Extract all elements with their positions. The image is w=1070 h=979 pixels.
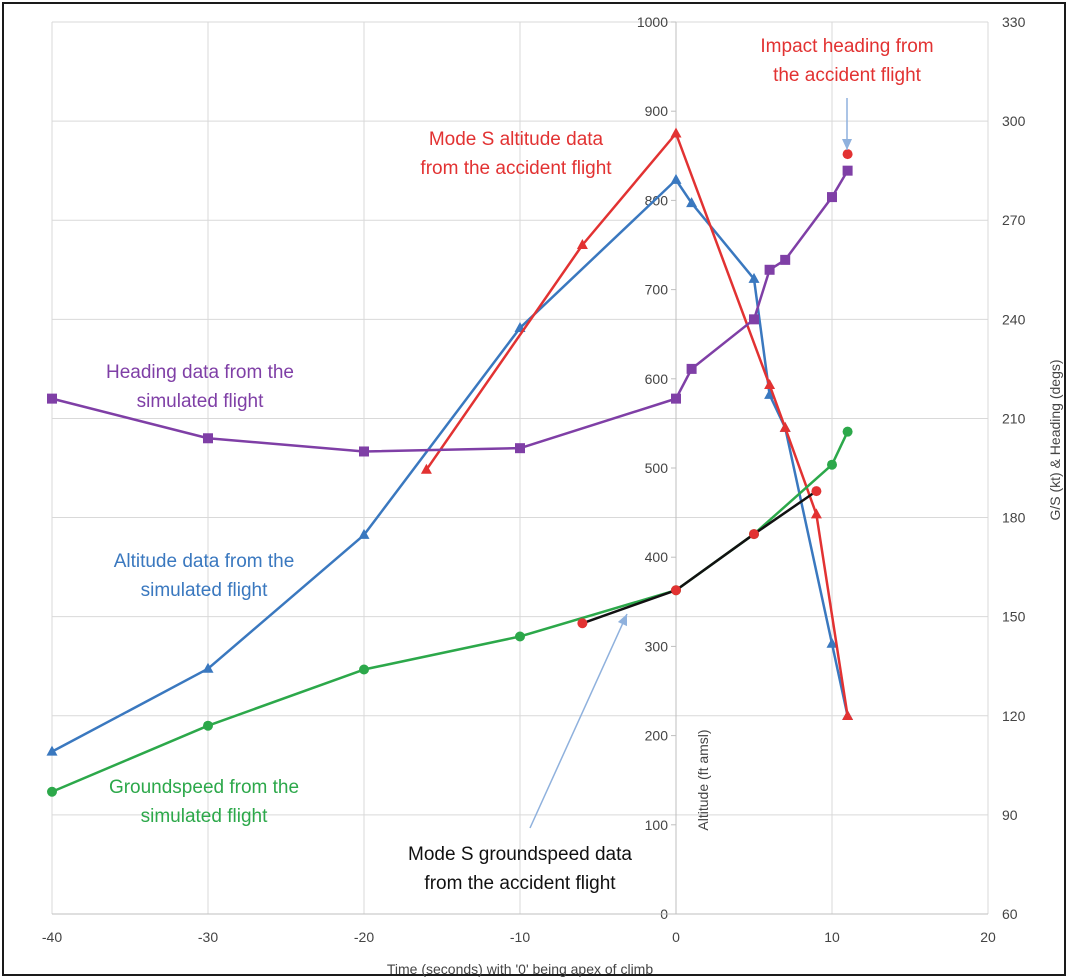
- data-point-alt_sim: [748, 272, 760, 283]
- y-right-tick-label: 180: [1002, 510, 1026, 526]
- y-right-tick-label: 270: [1002, 212, 1026, 228]
- y-left-tick-label: 1000: [637, 14, 668, 30]
- y-left-tick-label: 500: [645, 460, 669, 476]
- y-right-tick-label: 300: [1002, 113, 1026, 129]
- annotation-impact: the accident flight: [773, 65, 922, 86]
- annotation-alt_sim: Altitude data from the: [114, 551, 295, 572]
- data-point-hdg_sim: [671, 393, 681, 404]
- series-hdg_impact: [842, 149, 853, 160]
- x-tick-label: -40: [42, 929, 62, 945]
- y-left-tick-label: 400: [645, 549, 669, 565]
- annotation-modes_alt: Mode S altitude data: [429, 129, 604, 150]
- x-tick-label: -30: [198, 929, 218, 945]
- data-point-hdg_sim: [749, 314, 759, 325]
- y-left-tick-label: 300: [645, 638, 669, 654]
- y-axis-right-title: G/S (kt) & Heading (degs): [1047, 359, 1063, 520]
- data-point-hdg_sim: [515, 443, 525, 454]
- annotation-hdg_sim: Heading data from the: [106, 362, 294, 383]
- series-line-gs_sim: [51, 431, 849, 793]
- x-tick-label: 10: [824, 929, 840, 945]
- data-point-gs_acc: [811, 486, 822, 497]
- y-left-tick-label: 700: [645, 282, 669, 298]
- annotation-modes_gs: Mode S groundspeed data: [408, 844, 632, 865]
- data-point-hdg_sim: [842, 165, 853, 176]
- data-point-gs_sim: [47, 786, 57, 797]
- groundspeed-arrow: [529, 613, 628, 829]
- data-point-hdg_sim: [359, 446, 369, 457]
- data-point-hdg_sim: [203, 433, 213, 444]
- series-hdg_sim: [47, 165, 853, 457]
- impact-arrow-head: [842, 139, 852, 150]
- series-alt_sim: [46, 173, 854, 756]
- y-right-tick-label: 210: [1002, 410, 1026, 426]
- y-left-tick-label: 900: [645, 103, 669, 119]
- annotation-gs_sim: simulated flight: [141, 806, 268, 827]
- data-point-gs_sim: [203, 720, 213, 731]
- y-axis-left-title: Altitude (ft amsl): [695, 729, 711, 830]
- annotation-hdg_sim: simulated flight: [137, 391, 264, 412]
- groundspeed-arrow-shaft: [529, 613, 628, 829]
- x-tick-label: -10: [510, 929, 530, 945]
- groundspeed-arrow-head: [617, 614, 628, 627]
- data-point-alt_acc: [670, 127, 682, 138]
- y-right-tick-label: 60: [1002, 906, 1018, 922]
- y-left-tick-label: 100: [645, 817, 669, 833]
- data-point-alt_acc: [842, 709, 854, 720]
- data-point-gs_acc: [749, 529, 759, 540]
- annotation-alt_sim: simulated flight: [141, 580, 268, 601]
- data-point-alt_acc: [420, 463, 432, 474]
- axes: -40 -30 -20 -10 0 10 20 60 90 120 150 180 210 240 270 3…: [42, 14, 1026, 945]
- annotations: Impact heading from the accident flight Mo…: [106, 36, 934, 894]
- data-point-alt_acc: [779, 421, 791, 432]
- data-point-gs_sim: [359, 664, 369, 675]
- x-tick-label: -20: [354, 929, 374, 945]
- series-line-gs_acc: [581, 490, 818, 625]
- impact-arrow: [842, 98, 852, 150]
- x-tick-label: 0: [672, 929, 680, 945]
- series-gs_sim: [47, 426, 853, 797]
- data-point-alt_sim: [202, 662, 214, 673]
- data-point-hdg_sim: [764, 264, 775, 275]
- y-right-tick-label: 120: [1002, 708, 1026, 724]
- data-point-hdg_sim: [780, 254, 791, 265]
- x-axis-title: Time (seconds) with '0' being apex of cl…: [387, 961, 653, 977]
- annotation-gs_sim: Groundspeed from the: [109, 777, 299, 798]
- data-point-alt_acc: [576, 239, 588, 249]
- series-alt_acc: [420, 127, 854, 720]
- series-gs_acc: [577, 486, 822, 629]
- data-point-gs_acc: [671, 585, 681, 596]
- data-point-alt_sim: [46, 745, 58, 756]
- y-right-tick-label: 240: [1002, 311, 1026, 327]
- y-right-tick-label: 150: [1002, 609, 1026, 625]
- data-point-gs_acc: [577, 618, 588, 629]
- data-point-hdg_sim: [47, 393, 57, 404]
- data-point-alt_sim: [826, 637, 838, 648]
- annotation-modes_alt: from the accident flight: [420, 158, 612, 179]
- data-point-hdg_sim: [686, 363, 697, 374]
- series-line-alt_sim: [51, 178, 849, 753]
- data-point-hdg_sim: [827, 192, 837, 203]
- data-point-gs_sim: [842, 426, 853, 437]
- data-point-gs_sim: [515, 631, 525, 642]
- data-point-hdg_impact: [842, 149, 853, 160]
- data-point-alt_sim: [764, 388, 776, 399]
- data-point-gs_sim: [827, 459, 837, 470]
- data-point-alt_sim: [686, 197, 698, 208]
- data-point-alt_acc: [810, 508, 822, 519]
- annotation-modes_gs: from the accident flight: [424, 873, 616, 894]
- grid: [51, 21, 989, 915]
- y-left-tick-label: 600: [645, 371, 669, 387]
- x-tick-label: 20: [980, 929, 996, 945]
- data-point-alt_sim: [670, 173, 682, 184]
- data-point-alt_acc: [764, 379, 776, 390]
- series: [46, 127, 854, 797]
- data-point-alt_sim: [358, 528, 370, 539]
- annotation-impact: Impact heading from: [760, 36, 933, 57]
- y-left-tick-label: 200: [645, 728, 669, 744]
- y-right-tick-label: 90: [1002, 807, 1018, 823]
- y-right-tick-label: 330: [1002, 14, 1026, 30]
